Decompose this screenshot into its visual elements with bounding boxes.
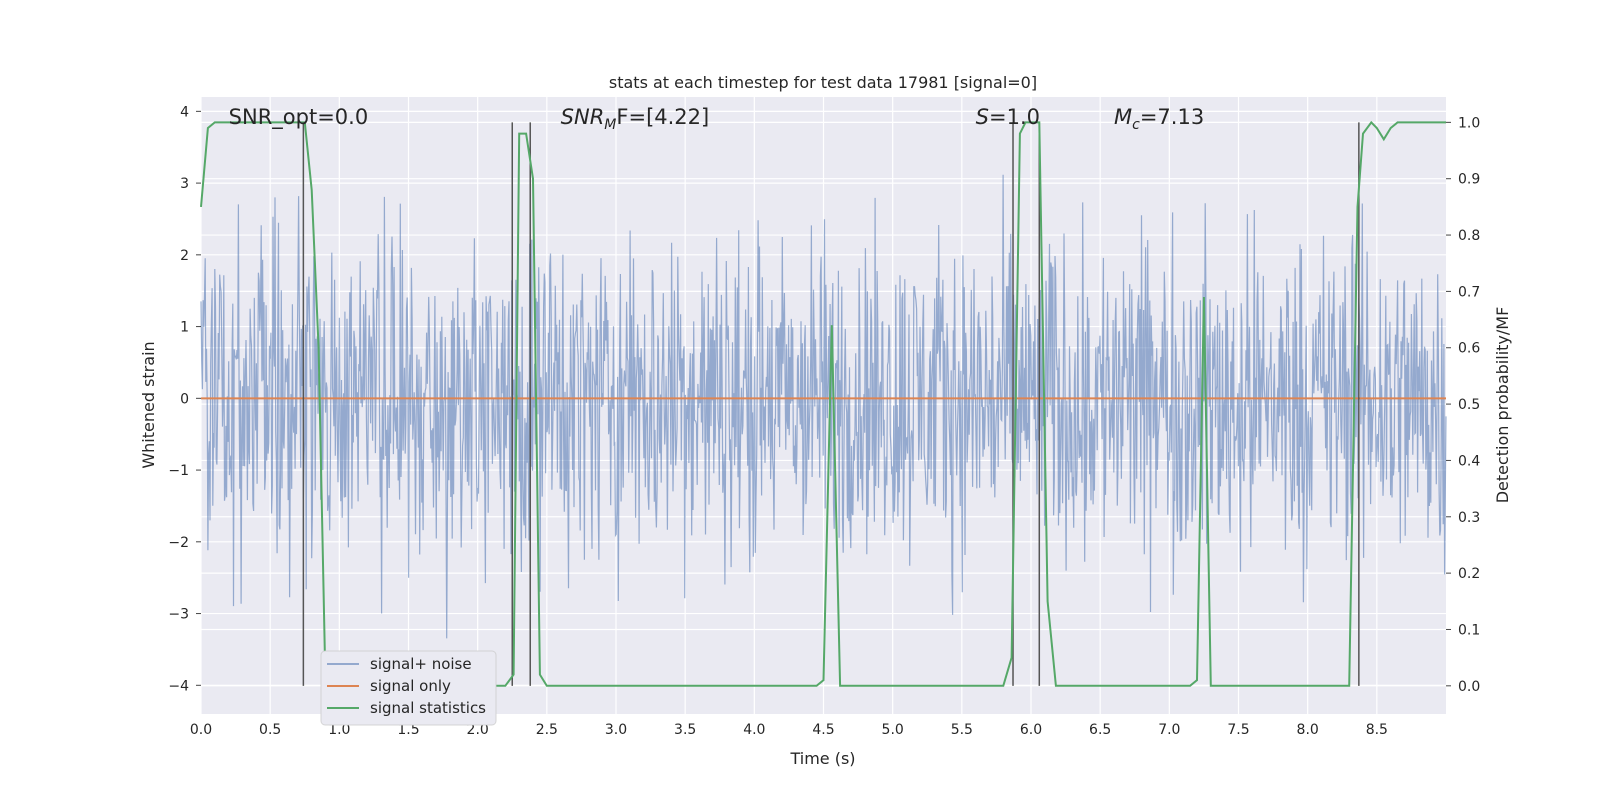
annotation-label: Mc=7.13 [1114,105,1204,133]
x-tick-label: 2.5 [536,722,558,738]
x-tick-label: 4.5 [812,722,834,738]
y-tick-label: 1 [180,320,189,336]
y2-tick-label: 0.4 [1458,453,1480,469]
y-tick-label: 2 [180,248,189,264]
y2-tick-label: 0.2 [1458,566,1480,582]
x-tick-label: 7.5 [1227,722,1249,738]
y2-tick-label: 0.3 [1458,510,1480,526]
y2-tick-label: 0.8 [1458,228,1480,244]
x-tick-label: 0.5 [259,722,281,738]
annotation-label: SNR_opt=0.0 [229,105,369,130]
x-tick-label: 7.0 [1158,722,1180,738]
chart-title: stats at each timestep for test data 179… [609,73,1037,92]
y2-tick-label: 0.6 [1458,341,1480,357]
x-tick-label: 8.0 [1297,722,1319,738]
signal-statistics-line [200,120,1446,687]
x-tick-label: 3.0 [605,722,627,738]
x-tick-label: 8.5 [1366,722,1388,738]
y-tick-label: −1 [168,463,189,479]
x-tick-label: 2.0 [467,722,489,738]
x-axis-label: Time (s) [789,749,855,768]
y2-axis-label: Detection probability/MF [1493,307,1512,504]
x-tick-label: 5.0 [882,722,904,738]
x-tick-label: 5.5 [951,722,973,738]
y2-tick-label: 1.0 [1458,115,1480,131]
y2-tick-label: 0.9 [1458,172,1480,188]
series-signal-statistics [200,120,1446,687]
x-tick-label: 6.5 [1089,722,1111,738]
x-tick-label: 6.0 [1020,722,1042,738]
y2-tick-label: 0.1 [1458,622,1480,638]
x-axis-ticks: 0.0 0.5 1.0 1.5 2.0 2.5 3.0 3.5 4.0 4.5 5.0 5.5 6.0 6… [190,722,1388,738]
y2-axis-ticks: 1.0 0.9 0.8 0.7 0.6 0.5 0.4 0.3 0.2 0.1 0.0 [1446,115,1480,695]
annotation-label: SNRMF=[4.22] [561,105,710,133]
annotation-label: S=1.0 [976,105,1040,129]
y2-tick-label: 0.0 [1458,679,1480,695]
y-axis-label: Whitened strain [139,341,158,468]
legend: signal+ noise signal only signal statist… [320,650,497,726]
y-axis-ticks: 4 3 2 1 0 −1 −2 −3 −4 [168,104,201,694]
legend-label-signal-only: signal only [370,677,451,695]
x-tick-label: 4.0 [743,722,765,738]
legend-label-signal-noise: signal+ noise [370,655,472,673]
legend-label-signal-statistics: signal statistics [370,699,486,717]
y-tick-label: −4 [168,678,189,694]
x-tick-label: 3.5 [674,722,696,738]
y-tick-label: 3 [180,176,189,192]
series-signal-noise [200,174,1447,639]
y-tick-label: 4 [180,104,189,120]
x-tick-label: 0.0 [190,722,212,738]
y-tick-label: 0 [180,391,189,407]
noise-line [200,174,1447,639]
y-tick-label: −3 [168,607,189,623]
y2-tick-label: 0.7 [1458,284,1480,300]
y-tick-label: −2 [168,535,189,551]
y2-tick-label: 0.5 [1458,397,1480,413]
annotations: SNR_opt=0.0 SNRMF=[4.22] S=1.0 Mc=7.13 [229,105,1205,133]
x-tick-label: 1.5 [397,722,419,738]
legend-box [320,650,497,726]
x-tick-label: 1.0 [328,722,350,738]
